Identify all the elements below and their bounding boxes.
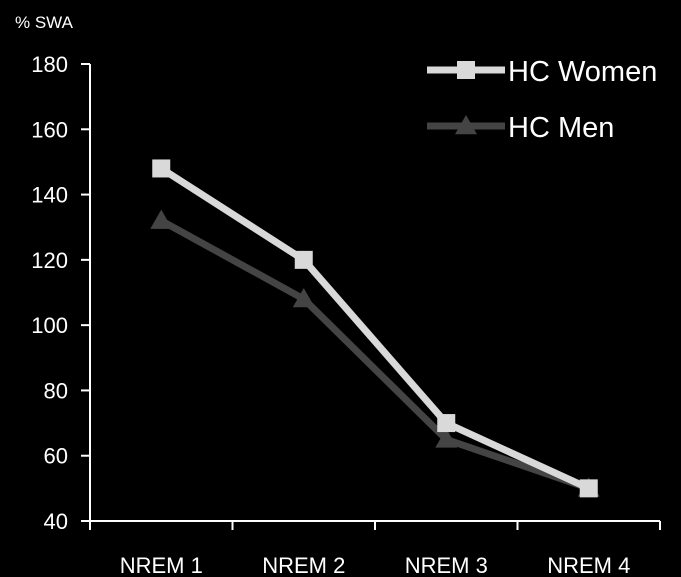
legend-label: HC Men [508, 112, 614, 144]
y-tick-label: 40 [44, 509, 68, 534]
y-axis-title: % SWA [15, 13, 74, 32]
series-hc-women [152, 159, 598, 498]
y-tick-label: 140 [31, 183, 68, 208]
x-axis-ticks: NREM 1 NREM 2 NREM 3 NREM 4 [89, 521, 661, 577]
data-point [292, 288, 315, 308]
series-line [159, 217, 590, 492]
series-hc-men [150, 209, 600, 497]
data-point [152, 159, 171, 178]
legend-label: HC Women [508, 56, 657, 88]
data-point [150, 209, 173, 229]
series-layer [150, 159, 600, 498]
y-axis-ticks: 40 60 80 100 120 140 160 180 [31, 52, 90, 534]
data-point [579, 479, 598, 498]
series-line [159, 165, 591, 492]
data-point [435, 428, 458, 448]
legend-entry-hc-men: HC Men [427, 112, 614, 144]
data-point [294, 250, 313, 269]
x-tick-label: NREM 1 [120, 553, 203, 577]
legend-entry-hc-women: HC Women [427, 56, 657, 88]
y-tick-label: 80 [44, 378, 68, 403]
y-tick-label: 120 [31, 248, 68, 273]
x-tick-label: NREM 3 [405, 553, 488, 577]
legend-marker [455, 115, 477, 135]
legend: HC Women HC Men [427, 56, 657, 144]
legend-marker [457, 61, 475, 79]
y-tick-label: 100 [31, 313, 68, 338]
y-tick-label: 60 [44, 444, 68, 469]
x-tick-label: NREM 4 [547, 553, 630, 577]
y-tick-label: 180 [31, 52, 68, 77]
data-point [437, 414, 456, 433]
x-tick-label: NREM 2 [262, 553, 345, 577]
y-tick-label: 160 [31, 117, 68, 142]
